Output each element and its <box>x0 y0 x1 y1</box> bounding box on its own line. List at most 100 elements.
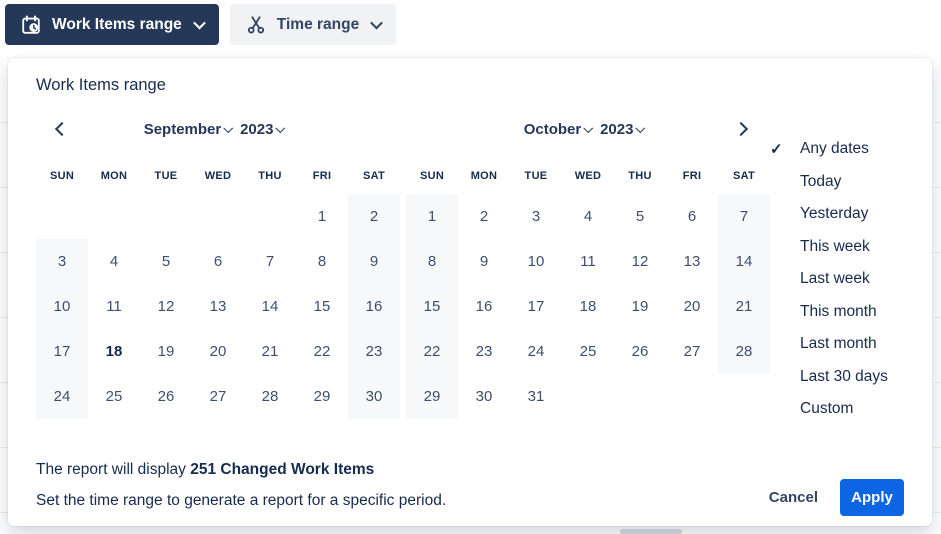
panel-title: Work Items range <box>36 76 166 94</box>
calendar-day[interactable]: 15 <box>313 298 331 315</box>
calendar-day[interactable]: 26 <box>157 388 175 405</box>
background-scrollbar-fragment <box>620 529 682 534</box>
calendar-day[interactable]: 29 <box>406 374 458 419</box>
calendar-day[interactable]: 1 <box>406 194 458 239</box>
calendar-day[interactable]: 27 <box>683 343 701 360</box>
calendar-day[interactable]: 30 <box>348 374 400 419</box>
calendar-day[interactable]: 7 <box>265 253 275 270</box>
calendar-day[interactable]: 14 <box>261 298 279 315</box>
year-select[interactable]: 2023 <box>600 121 646 138</box>
calendar-day[interactable]: 8 <box>406 239 458 284</box>
month-select[interactable]: September <box>143 120 234 138</box>
calendar-day[interactable]: 28 <box>261 388 279 405</box>
month-select[interactable]: October <box>524 121 594 138</box>
calendar-day[interactable]: 12 <box>157 298 175 315</box>
calendar-day[interactable]: 23 <box>475 343 493 360</box>
calendar-day[interactable]: 8 <box>317 253 327 270</box>
month-header: September 2023 <box>36 118 400 140</box>
calendar-day[interactable]: 2 <box>479 208 489 225</box>
calendar-day[interactable]: 28 <box>718 329 770 374</box>
calendar-day[interactable]: 27 <box>209 388 227 405</box>
calendar-day[interactable]: 10 <box>527 253 545 270</box>
calendar-day[interactable]: 17 <box>36 329 88 374</box>
calendar-day[interactable]: 3 <box>36 239 88 284</box>
calendar-day[interactable]: 22 <box>313 343 331 360</box>
day-of-week-label: SUN <box>419 170 445 182</box>
calendar-day[interactable]: 5 <box>161 253 171 270</box>
preset-label: Today <box>800 172 842 190</box>
calendar-day[interactable]: 19 <box>157 343 175 360</box>
day-of-week-label: WED <box>204 170 232 182</box>
calendar-day[interactable]: 20 <box>683 298 701 315</box>
apply-button[interactable]: Apply <box>840 478 904 516</box>
preset-option-today[interactable]: ✓Today <box>770 166 888 199</box>
calendar-months: September 2023 SUN MON TUE WED THU FRI SAT 1 2 3 4… <box>36 118 770 426</box>
calendar-day[interactable]: 21 <box>718 284 770 329</box>
calendar-day[interactable]: 9 <box>348 239 400 284</box>
preset-label: Last 30 days <box>800 367 888 385</box>
month-select-value: September <box>143 120 222 138</box>
check-icon: ✓ <box>770 141 783 159</box>
preset-option-last-month[interactable]: ✓Last month <box>770 328 888 361</box>
calendar-day[interactable]: 1 <box>317 208 327 225</box>
calendar-day[interactable]: 11 <box>106 298 122 315</box>
preset-option-yesterday[interactable]: ✓Yesterday <box>770 198 888 231</box>
calendar-day[interactable]: 15 <box>406 284 458 329</box>
day-of-week-label: MON <box>100 170 128 182</box>
day-of-week-label: WED <box>574 170 602 182</box>
calendar-day[interactable]: 30 <box>475 388 493 405</box>
calendar-day[interactable]: 5 <box>635 208 645 225</box>
calendar-day[interactable]: 20 <box>209 343 227 360</box>
calendar-day[interactable]: 24 <box>527 343 545 360</box>
calendar-day[interactable]: 9 <box>479 253 489 270</box>
calendar-day[interactable]: 11 <box>580 253 596 270</box>
calendar-day[interactable]: 22 <box>406 329 458 374</box>
summary-line: The report will display 251 Changed Work… <box>36 460 375 478</box>
preset-option-any-dates[interactable]: ✓ Any dates <box>770 133 888 166</box>
calendar-day[interactable]: 19 <box>631 298 649 315</box>
day-of-week-label: SAT <box>732 170 756 182</box>
calendar-day[interactable]: 4 <box>109 253 119 270</box>
calendar-day[interactable]: 13 <box>683 253 701 270</box>
calendar-day[interactable]: 2 <box>348 194 400 239</box>
work-items-range-button[interactable]: Work Items range <box>5 4 219 45</box>
calendar-day[interactable]: 13 <box>209 298 227 315</box>
cancel-button[interactable]: Cancel <box>757 481 830 514</box>
day-of-week-label: SAT <box>362 170 386 182</box>
calendar-day[interactable]: 7 <box>718 194 770 239</box>
calendar-day[interactable]: 12 <box>631 253 649 270</box>
calendar-day[interactable]: 17 <box>527 298 545 315</box>
preset-option-custom[interactable]: ✓Custom <box>770 393 888 426</box>
calendar-day[interactable]: 4 <box>583 208 593 225</box>
calendar-day[interactable]: 25 <box>105 388 123 405</box>
calendar-day[interactable]: 26 <box>631 343 649 360</box>
calendar-day[interactable]: 16 <box>348 284 400 329</box>
calendar-day[interactable]: 16 <box>475 298 493 315</box>
calendar-day[interactable]: 14 <box>718 239 770 284</box>
calendar-day[interactable]: 6 <box>687 208 697 225</box>
calendar-day[interactable]: 18 <box>105 343 123 360</box>
day-of-week-label: THU <box>258 170 282 182</box>
calendar-day-empty <box>192 194 244 239</box>
year-select[interactable]: 2023 <box>240 121 286 138</box>
calendar-day[interactable]: 24 <box>36 374 88 419</box>
calendar-day[interactable]: 21 <box>261 343 279 360</box>
calendar-week-row: 22 23 24 25 26 27 28 <box>406 329 770 374</box>
preset-option-last-30-days[interactable]: ✓Last 30 days <box>770 361 888 394</box>
prev-month-button[interactable] <box>49 116 75 142</box>
calendar-day[interactable]: 31 <box>527 388 545 405</box>
calendar-day[interactable]: 10 <box>36 284 88 329</box>
calendar-day[interactable]: 23 <box>348 329 400 374</box>
preset-option-last-week[interactable]: ✓Last week <box>770 263 888 296</box>
preset-option-this-week[interactable]: ✓This week <box>770 231 888 264</box>
next-month-button[interactable] <box>728 116 754 142</box>
calendar-day[interactable]: 6 <box>213 253 223 270</box>
preset-option-this-month[interactable]: ✓This month <box>770 296 888 329</box>
calendar-day[interactable]: 3 <box>531 208 541 225</box>
day-of-week-label: FRI <box>312 170 332 182</box>
calendar-day[interactable]: 18 <box>579 298 597 315</box>
day-of-week-label: TUE <box>154 170 178 182</box>
calendar-day[interactable]: 25 <box>579 343 597 360</box>
time-range-button[interactable]: Time range <box>229 4 397 45</box>
calendar-day[interactable]: 29 <box>313 388 331 405</box>
